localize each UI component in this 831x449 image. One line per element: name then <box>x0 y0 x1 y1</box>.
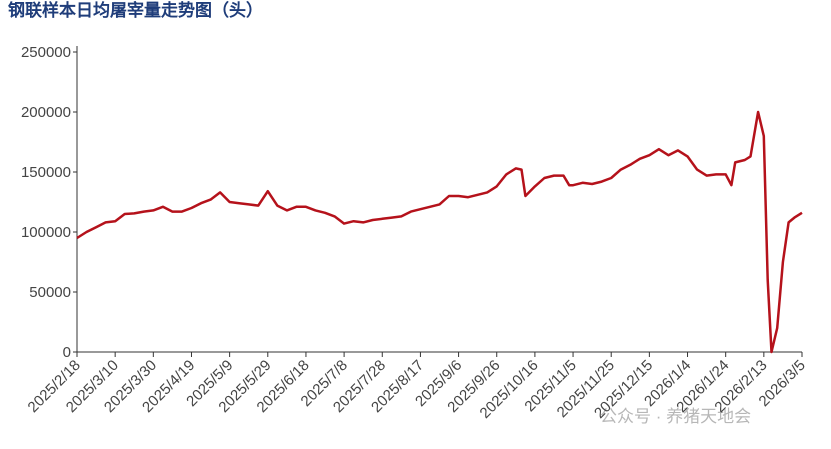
y-tick-label: 50000 <box>29 284 71 301</box>
watermark: 公众号 · 养猪天地会 <box>600 407 751 426</box>
y-tick-label: 0 <box>63 344 71 361</box>
y-tick-label: 250000 <box>21 44 71 61</box>
y-tick-label: 150000 <box>21 164 71 181</box>
y-tick-label: 100000 <box>21 224 71 241</box>
y-tick-label: 200000 <box>21 104 71 121</box>
chart-title: 钢联样本日均屠宰量走势图（头） <box>8 0 263 20</box>
data-line <box>76 110 803 354</box>
